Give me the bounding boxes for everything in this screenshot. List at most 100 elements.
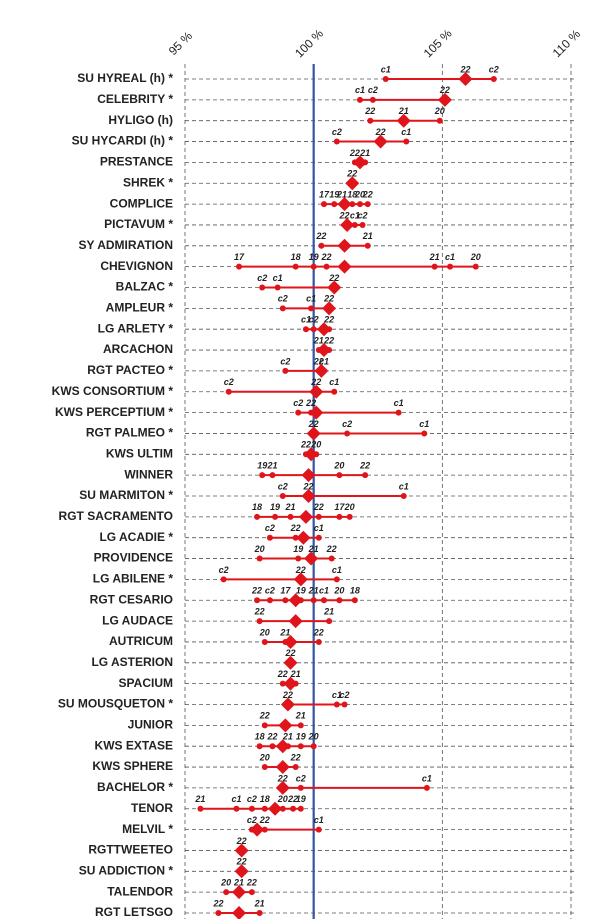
point [310,326,317,333]
point-label: 20 [254,544,265,554]
mean-diamond [283,634,298,649]
point-label: 17 [234,252,245,262]
point [282,367,289,374]
point [367,117,374,124]
row-label: SU MOUSQUETON * [58,697,173,711]
point [331,388,338,395]
row-label: SPACIUM [119,676,173,690]
point-label: 22 [323,335,334,345]
point-label: c2 [219,565,229,575]
point [400,493,407,499]
point-label: 22 [295,565,306,575]
point [315,638,322,645]
point-label: 22 [251,586,262,596]
point [254,597,261,604]
point [344,430,351,437]
point-label: c1 [401,127,411,137]
point [333,576,340,583]
point-label: c1 [332,565,342,575]
point-label: 22 [246,878,257,888]
row-label: WINNER [124,467,173,481]
mean-diamond [373,134,388,149]
point [364,201,371,208]
point [328,555,335,562]
point-label: c1 [399,481,409,491]
point [403,138,410,145]
mean-diamond [288,593,303,608]
row-label: LG ABILENE * [93,572,174,586]
point [315,534,322,541]
point [490,76,497,82]
mean-diamond [304,447,319,462]
mean-diamond [316,343,331,358]
point [320,597,327,604]
point-label: 22 [290,523,301,533]
point-label: c1 [350,210,360,220]
point [315,826,322,833]
point-label: c2 [368,85,378,95]
point [351,597,358,604]
point-label: 22 [375,127,386,137]
row-label: KWS ULTIM [106,446,173,460]
row-label: LG ASTERION [91,655,173,669]
point-label: 22 [259,711,270,721]
point-label: 22 [290,752,301,762]
point [310,743,317,750]
point [336,472,343,479]
point-label: 22 [328,273,339,283]
point-label: 22 [339,210,350,220]
point-label: 20 [344,502,355,512]
point-label: c2 [257,273,267,283]
point-label: 22 [305,398,316,408]
mean-diamond [234,864,249,879]
point-label: 17 [334,502,345,512]
point [248,889,255,896]
point-label: c2 [247,815,257,825]
point-label: 20 [259,752,270,762]
point [274,284,281,291]
point-label: 19 [296,586,306,596]
mean-diamond [275,739,290,754]
point-label: c1 [231,794,241,804]
point [331,201,338,208]
row-label: KWS PERCEPTIUM * [55,405,173,419]
point [279,680,286,687]
point-label: 19 [329,189,339,199]
point [259,472,266,479]
mean-diamond [306,426,321,441]
point [297,784,304,791]
point-label: c2 [296,773,306,783]
point-label: 19 [296,732,306,742]
point [310,597,317,604]
point-label: 18 [347,189,357,199]
mean-diamond [275,760,290,775]
point [269,472,276,479]
point-label: 17 [319,189,330,199]
row-label: MELVIL * [122,822,173,836]
point [215,910,222,916]
point [310,263,317,270]
point-label: c2 [278,481,288,491]
point-label: 21 [313,335,324,345]
point-label: 21 [254,898,265,908]
mean-diamond [327,280,342,295]
point-label: 20 [277,794,288,804]
point-label: 22 [359,461,370,471]
point-label: 22 [323,294,334,304]
point [220,576,227,583]
point-label: 22 [313,502,324,512]
mean-diamond [309,405,324,420]
point-label: 22 [254,606,265,616]
row-label: RGT PALMEO * [86,426,173,440]
mean-diamond [283,655,298,670]
row-label: AMPLEUR * [106,301,174,315]
row-label: JUNIOR [128,718,174,732]
point [233,805,240,812]
point [320,201,327,208]
row-label: COMPLICE [110,196,173,210]
point-label: c1 [355,85,365,95]
point [369,96,376,103]
point-label: c1 [314,815,324,825]
point-label: 22 [300,440,311,450]
